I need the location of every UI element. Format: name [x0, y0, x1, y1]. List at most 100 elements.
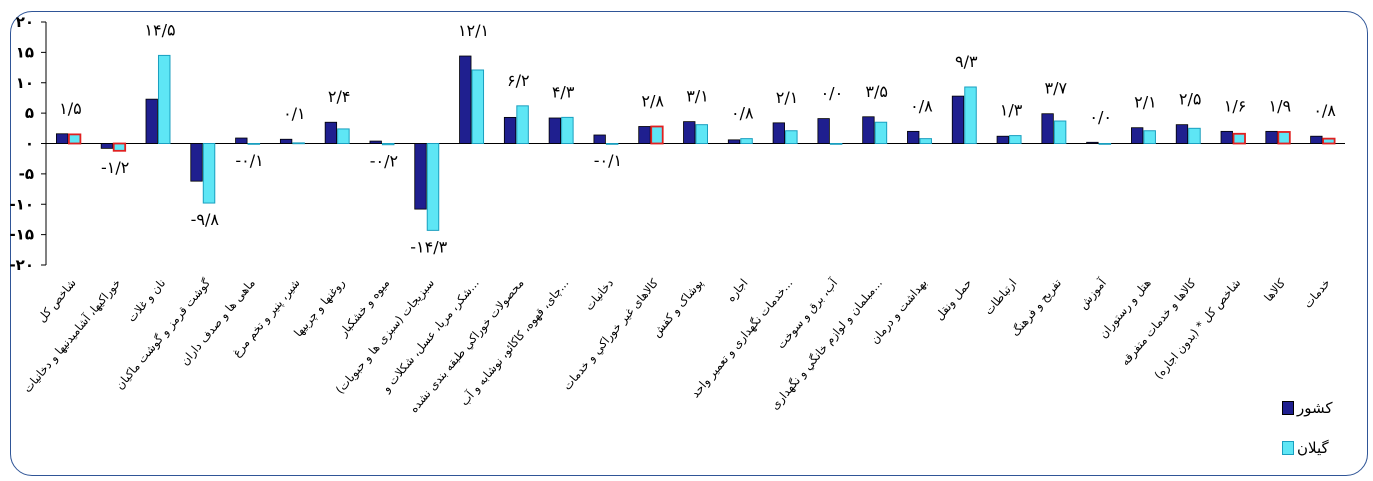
data-label: ۰/۱	[283, 104, 306, 123]
bar-country	[683, 121, 696, 144]
bar-country	[279, 138, 293, 144]
category-label: کالاها و خدمات متفرقه	[1118, 276, 1200, 369]
data-label: ۰/۸	[731, 104, 754, 123]
bar-gilan	[202, 143, 216, 204]
data-label: ۲/۴	[328, 87, 351, 106]
y-tick-label: -۲۰	[9, 256, 34, 274]
data-label: ۳/۷	[1045, 79, 1068, 98]
category-label: نان و غلات	[124, 276, 169, 325]
bar-gilan	[1232, 132, 1246, 145]
bar-country	[1131, 127, 1144, 144]
bar-gilan	[695, 124, 708, 145]
bar-gilan	[1098, 143, 1112, 145]
data-label: ۲/۵	[1179, 90, 1202, 109]
bar-gilan	[740, 138, 753, 144]
legend: کشور گیلان	[1282, 398, 1362, 478]
bar-country	[55, 133, 69, 144]
bar-country	[638, 126, 651, 144]
bar-country	[235, 137, 248, 144]
bar-country	[1310, 135, 1323, 144]
bar-gilan	[471, 69, 485, 144]
y-tick-label: ۱۵	[16, 43, 34, 61]
data-label: ۱۲/۱	[458, 21, 489, 40]
y-tick-label: ۱۰	[16, 74, 34, 92]
category-label: خدمات	[1301, 276, 1333, 311]
bar-country	[593, 134, 606, 144]
bar-gilan	[516, 105, 529, 144]
bar-gilan	[157, 54, 171, 144]
bar-gilan	[1188, 127, 1201, 144]
data-label: -۰/۱	[235, 151, 263, 170]
data-label: ۱۴/۵	[144, 20, 175, 39]
chart-frame	[10, 11, 1368, 476]
y-tick-label: -۱۰	[9, 195, 34, 213]
data-label: -۰/۱	[594, 151, 622, 170]
bar-country	[100, 143, 114, 149]
bar-gilan	[964, 86, 977, 145]
bar-country	[190, 143, 203, 182]
bar-gilan	[785, 130, 798, 144]
y-tick-label: -۱۵	[9, 226, 34, 244]
data-label: ۰/۰	[821, 84, 844, 103]
category-label: شاخص کل	[34, 276, 79, 326]
data-label: ۲/۸	[641, 91, 664, 110]
bar-country	[907, 130, 920, 144]
bar-gilan	[381, 143, 395, 146]
legend-swatch-country	[1282, 401, 1294, 415]
data-label: ۶/۲	[507, 71, 530, 90]
data-label: ۲/۱	[1134, 93, 1157, 112]
data-labels: ۱/۵ -۱/۲ ۱۴/۵ -۹/۸ -۰/۱ ۰/۱ ۲/۴ -۰/۲ -۱۴/۳ ۱۲/۱ ۶/…	[59, 20, 1336, 256]
bar-country	[1265, 130, 1278, 144]
data-label: ۱/۶	[1224, 96, 1247, 115]
bar-gilan	[1009, 135, 1022, 144]
bar-country	[414, 143, 427, 210]
data-label: ۰/۰	[1089, 107, 1112, 126]
legend-item-country: کشور	[1282, 398, 1362, 418]
data-label: ۱/۵	[59, 99, 82, 118]
bar-gilan	[1277, 131, 1291, 145]
bar-country	[1041, 113, 1054, 144]
bar-country	[145, 98, 158, 144]
legend-label-country: کشور	[1297, 399, 1333, 417]
category-label: شاخص کل * (بدون اجاره)	[1151, 276, 1244, 383]
bar-gilan	[292, 142, 305, 145]
data-label: ۳/۱	[686, 87, 709, 106]
data-label: -۰/۲	[370, 152, 398, 171]
data-label: ۲/۱	[776, 88, 799, 107]
bar-gilan	[650, 125, 664, 145]
bar-country	[324, 121, 338, 144]
bar-country	[1086, 141, 1099, 144]
bar-country	[727, 139, 741, 144]
data-label: ۰/۸	[910, 96, 933, 115]
bar-gilan	[829, 143, 843, 145]
category-label: اجاره	[724, 276, 752, 305]
data-label: -۹/۸	[191, 210, 220, 229]
bar-country	[1220, 130, 1233, 144]
legend-swatch-gilan	[1282, 441, 1294, 455]
data-label: ۱/۳	[1000, 101, 1023, 120]
y-tick-label: ۵	[25, 104, 34, 122]
data-label: ۱/۹	[1269, 96, 1292, 115]
category-label: کالاها	[1261, 276, 1288, 305]
bar-country	[862, 116, 875, 144]
bar-gilan	[337, 128, 350, 144]
data-label: -۱/۲	[101, 158, 129, 177]
category-label: حمل ونقل	[932, 276, 975, 323]
data-label: ۹/۳	[955, 52, 978, 71]
data-label: ۰/۸	[1313, 101, 1336, 120]
bar-country	[951, 95, 965, 144]
bar-gilan	[247, 143, 261, 145]
category-label: کالاهای غیر خوراکي و خدمات	[560, 276, 662, 394]
bar-gilan	[1322, 137, 1336, 145]
bar-country	[369, 140, 382, 144]
bar-gilan	[874, 121, 888, 145]
bar-gilan	[112, 142, 127, 152]
bar-gilan	[605, 143, 619, 145]
bar-country	[817, 118, 830, 144]
data-label: -۱۴/۳	[410, 237, 447, 256]
data-label: ۴/۳	[552, 82, 575, 101]
y-axis: -۲۰ -۱۵ -۱۰ -۵ ۰ ۵ ۱۰ ۱۵ ۲۰	[9, 13, 1345, 274]
bar-country	[503, 116, 517, 144]
category-label: دخانیات	[582, 276, 616, 313]
